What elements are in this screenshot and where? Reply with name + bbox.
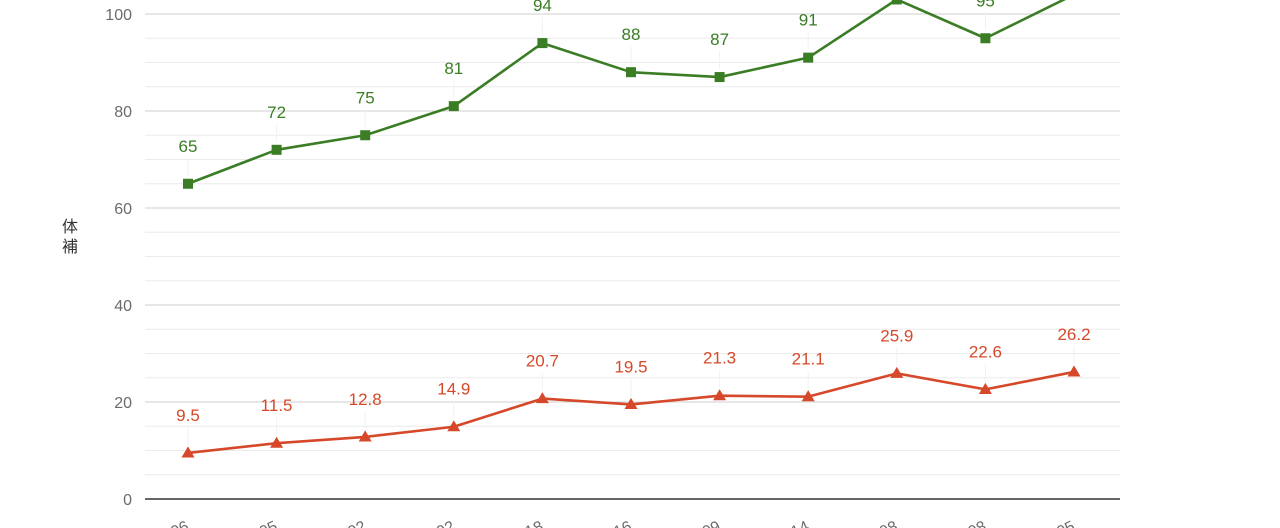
data-label: 65 [179,137,198,156]
x-tick-label: 05 [257,518,280,528]
x-tick-label: 16 [611,518,634,528]
data-point-square [714,72,725,83]
data-label: 81 [444,59,463,78]
data-point-triangle [535,392,549,404]
x-tick-label: 02 [434,518,457,528]
data-point-triangle [447,420,461,432]
data-point-square [183,178,193,189]
data-point-square [271,144,282,155]
x-tick-label: 09 [700,518,723,528]
data-point-triangle [801,390,815,402]
x-tick-label: 08 [877,518,900,528]
data-point-triangle [1067,365,1081,377]
y-tick-label: 40 [114,298,132,315]
y-axis: 0 20 40 60 80 100 [105,7,132,509]
data-point-square [626,67,636,78]
y-axis-label-char: 体 [62,217,78,236]
y-axis-label-char: 補 [62,237,78,256]
data-labels-layer: 65 72 75 81 94 88 87 91 95 9.5 11.5 12.8 14.9 20.7 19.… [176,0,1091,445]
x-tick-label: 02 [346,518,369,528]
data-label: 75 [356,88,375,107]
data-label: 26.2 [1057,325,1090,344]
data-label: 88 [622,25,641,44]
x-axis: 06 05 02 02 18 16 09 14 08 08 05 [168,518,1077,528]
data-point-triangle [713,389,727,401]
y-tick-label: 80 [114,104,132,121]
y-tick-label: 20 [114,395,132,412]
data-point-triangle [978,382,992,394]
data-label: 72 [267,103,286,122]
data-label: 95 [976,0,995,10]
series-layer [181,0,1081,458]
data-point-triangle [890,366,904,378]
y-tick-label: 0 [123,492,132,509]
data-point-triangle [270,436,284,448]
data-point-square [360,130,371,141]
x-tick-label: 08 [966,518,989,528]
data-point-square [891,0,902,5]
data-label: 25.9 [880,326,913,345]
data-label: 14.9 [437,380,470,399]
data-label: 21.1 [792,350,825,369]
x-tick-label: 18 [523,518,546,528]
data-label: 12.8 [349,390,382,409]
data-label: 11.5 [261,396,293,415]
data-point-triangle [358,430,372,442]
data-point-square [448,101,459,112]
x-tick-label: 14 [789,518,812,528]
data-label: 21.3 [703,349,736,368]
y-tick-label: 60 [114,201,132,218]
data-label: 20.7 [526,352,559,371]
data-label: 87 [710,30,729,49]
x-tick-label: 05 [1054,518,1077,528]
data-label: 19.5 [614,357,647,376]
grid-layer [145,13,1120,500]
data-point-square [803,52,814,63]
x-tick-label: 06 [168,518,191,528]
data-point-triangle [181,446,195,458]
y-tick-label: 100 [105,7,132,24]
data-point-square [980,33,991,44]
data-label: 94 [533,0,552,15]
y-axis-label: 体補 [62,217,78,256]
data-label: 91 [799,11,818,30]
data-label: 9.5 [176,406,200,425]
data-label: 22.6 [969,342,1002,361]
data-point-triangle [624,397,638,409]
data-point-square [537,38,548,49]
